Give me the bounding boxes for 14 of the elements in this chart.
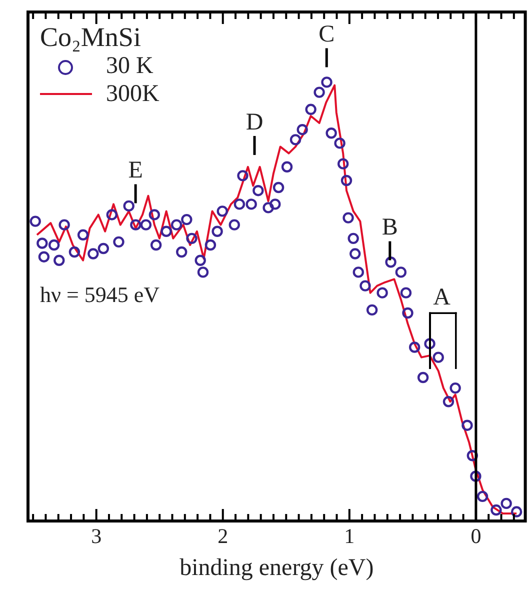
- x-axis-title: binding energy (eV): [180, 554, 374, 581]
- annotation: E: [128, 158, 143, 184]
- legend-label: 30 K: [106, 53, 154, 81]
- annotation: C: [318, 22, 335, 48]
- legend-label: 300K: [106, 80, 160, 108]
- x-tick-label: 1: [344, 524, 355, 548]
- annotation: B: [382, 214, 398, 241]
- annotation: D: [246, 109, 264, 136]
- annotation: hν = 5945 eV: [40, 282, 160, 308]
- x-tick-label: 3: [91, 524, 102, 548]
- x-tick-label: 0: [470, 524, 482, 548]
- legend-title: Co₂MnSi: [40, 22, 142, 54]
- x-tick-label: 2: [218, 524, 228, 548]
- annotation: A: [433, 284, 452, 311]
